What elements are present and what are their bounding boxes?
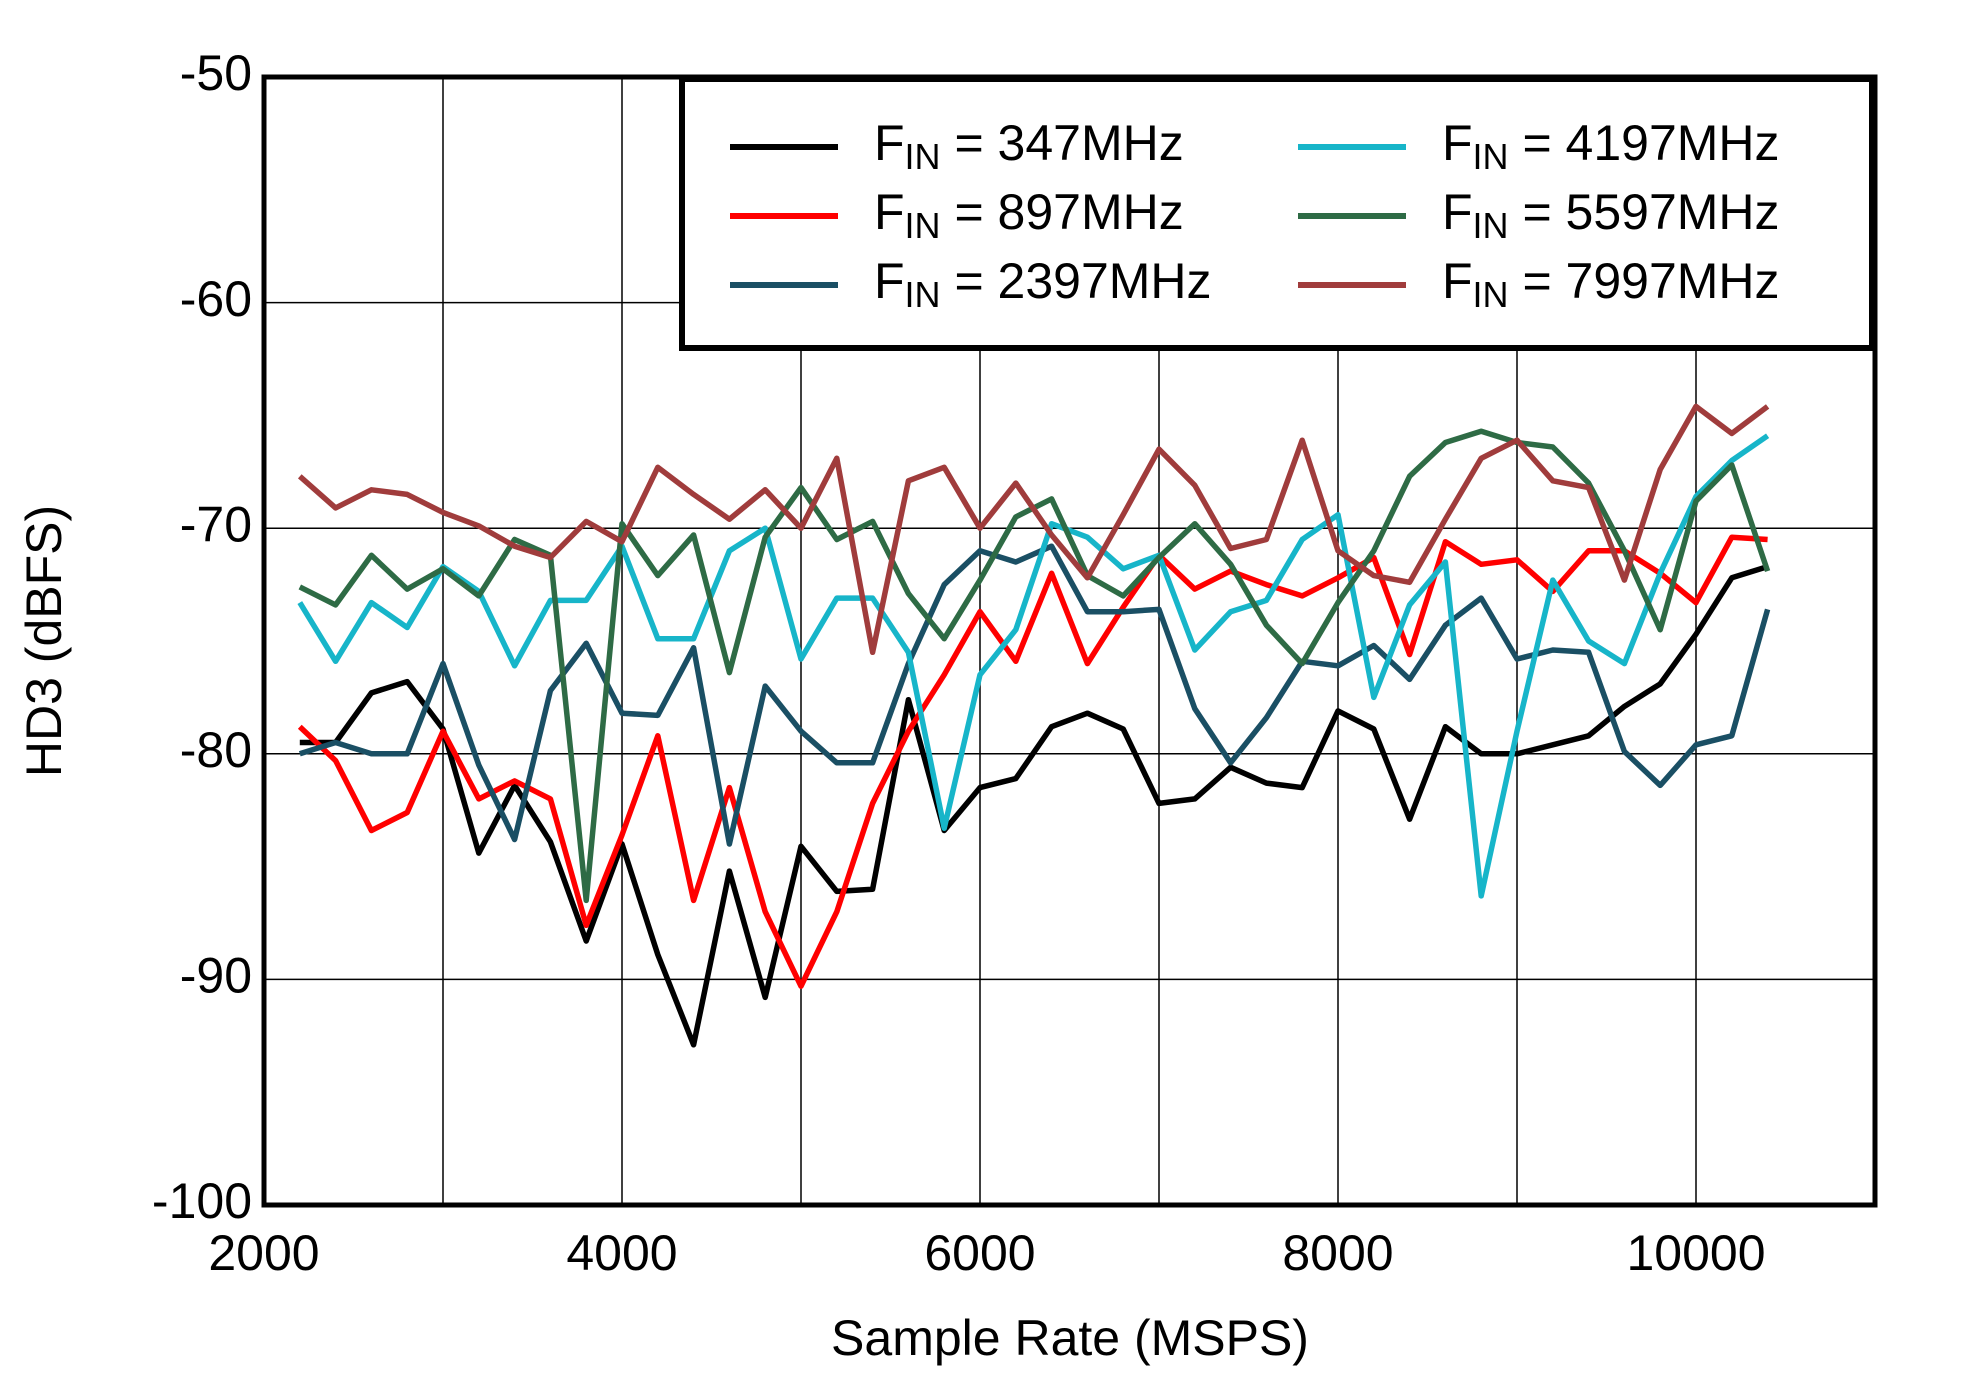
x-tick-label: 10000 <box>1626 1225 1765 1281</box>
y-tick-label: -100 <box>152 1173 252 1229</box>
data-line <box>297 403 1770 656</box>
y-axis-label: HD3 (dBFS) <box>16 505 72 777</box>
x-tick-label: 8000 <box>1282 1225 1393 1281</box>
x-tick-label: 6000 <box>924 1225 1035 1281</box>
legend-label: FIN = 4197MHz <box>1442 115 1780 176</box>
y-tick-label: -80 <box>180 722 252 778</box>
data-line <box>297 534 1768 989</box>
y-tick-label: -50 <box>180 45 252 101</box>
x-tick-label: 2000 <box>208 1225 319 1281</box>
legend-box <box>679 76 1875 351</box>
data-line <box>299 563 1769 1048</box>
x-axis-label: Sample Rate (MSPS) <box>831 1310 1309 1366</box>
y-tick-label: -60 <box>180 271 252 327</box>
y-tick-label: -70 <box>180 496 252 552</box>
legend-label: FIN = 5597MHz <box>1442 184 1780 245</box>
legend-label: FIN = 897MHz <box>874 184 1184 245</box>
y-tick-label: -90 <box>180 948 252 1004</box>
legend-label: FIN = 7997MHz <box>1442 253 1780 314</box>
data-line <box>298 428 1771 904</box>
x-tick-label: 4000 <box>566 1225 677 1281</box>
legend-label: FIN = 347MHz <box>874 115 1184 176</box>
data-line <box>298 543 1771 847</box>
legend-label: FIN = 2397MHz <box>874 253 1212 314</box>
data-line <box>297 433 1770 899</box>
